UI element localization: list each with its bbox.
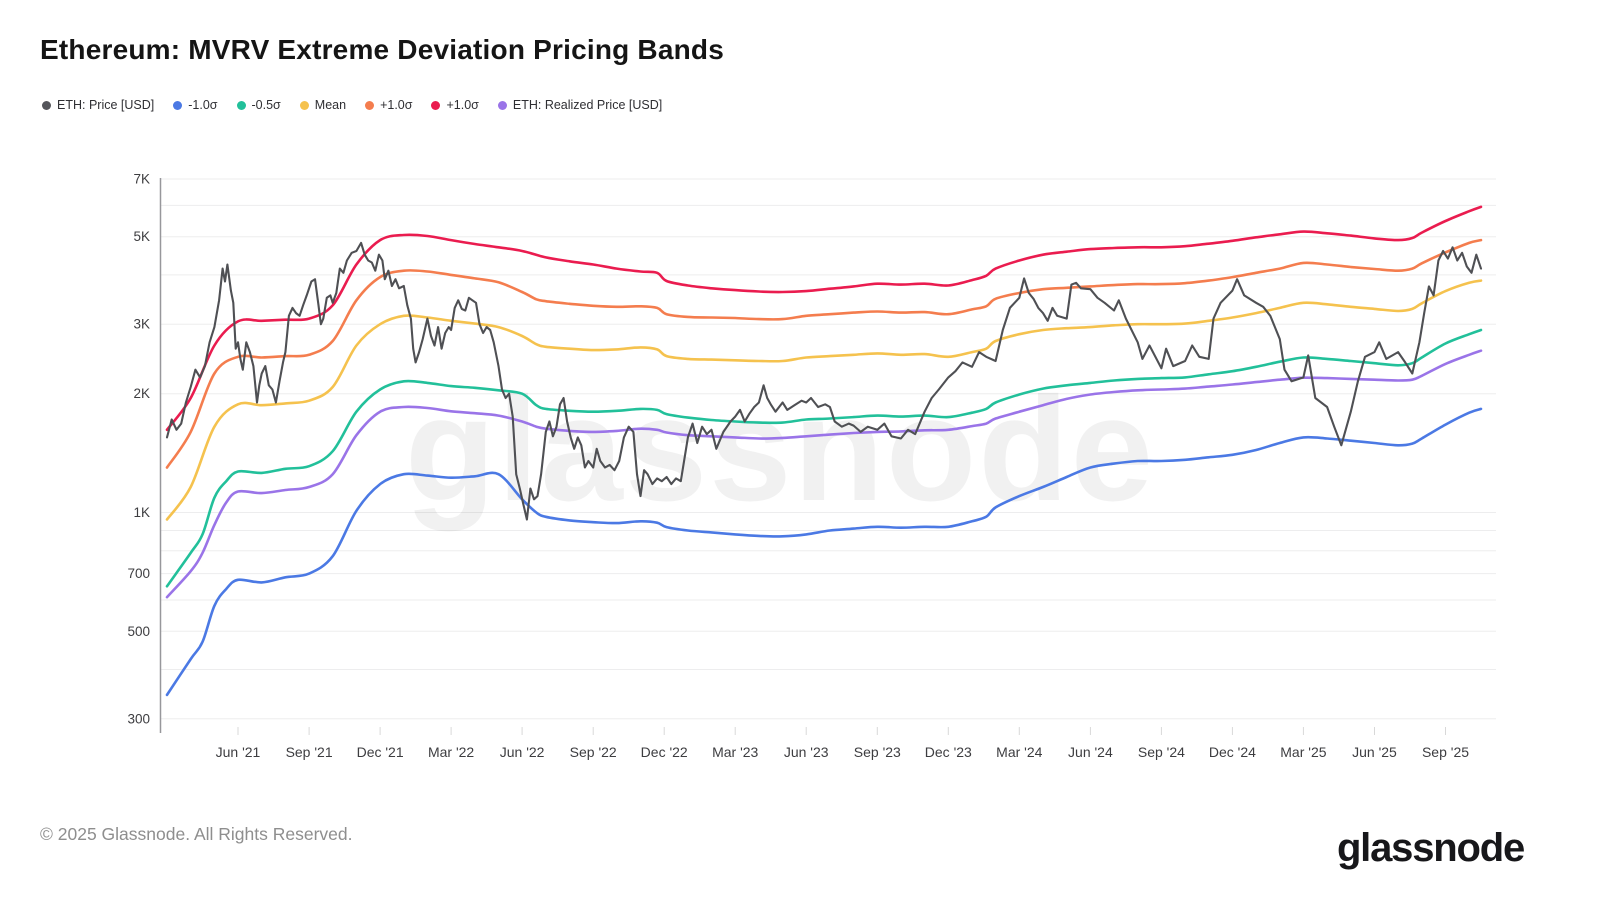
legend-dot-plus-1-sigma-upper [431, 100, 441, 110]
y-tick-label-7K: 7K [133, 172, 150, 187]
legend-dot-minus-1-sigma [173, 100, 183, 110]
x-tick-label: Dec '21 [357, 744, 404, 760]
legend-dot-mean [299, 100, 309, 110]
x-tick-label: Mar '25 [1280, 744, 1326, 760]
page-title: Ethereum: MVRV Extreme Deviation Pricing… [40, 34, 724, 65]
series-line-eth-price [165, 241, 1483, 521]
y-tick-label-500: 500 [127, 624, 150, 639]
watermark-text: glassnode [405, 367, 1155, 532]
x-tick-label: Mar '23 [712, 744, 758, 760]
y-tick-label-2K: 2K [133, 386, 150, 401]
x-tick-label: Jun '22 [500, 744, 545, 760]
x-tick-label: Jun '21 [216, 744, 261, 760]
legend-item-plus-1-sigma-upper[interactable]: +1.0σ [431, 98, 479, 112]
legend-item-minus-0-5-sigma[interactable]: -0.5σ [236, 98, 281, 112]
y-tick-label-3K: 3K [133, 317, 150, 332]
copyright-text: © 2025 Glassnode. All Rights Reserved. [40, 824, 353, 844]
series-line-minus-0-5-sigma [165, 328, 1483, 588]
y-tick-label-300: 300 [127, 711, 150, 726]
series-line-plus-1-sigma-upper [165, 205, 1483, 432]
legend-item-plus-1-sigma[interactable]: +1.0σ [365, 98, 412, 112]
y-tick-label-5K: 5K [133, 229, 150, 244]
legend-label-eth-price: ETH: Price [USD] [57, 98, 155, 112]
legend-label-plus-1-sigma-upper: +1.0σ [446, 98, 479, 112]
glassnode-logo: glassnode [1336, 826, 1525, 870]
x-tick-label: Jun '25 [1352, 744, 1397, 760]
x-tick-label: Sep '21 [286, 744, 333, 760]
legend-label-minus-0-5-sigma: -0.5σ [251, 98, 281, 112]
legend-item-mean[interactable]: Mean [299, 98, 347, 112]
x-tick-label: Sep '24 [1138, 744, 1185, 760]
legend-item-eth-realized-price[interactable]: ETH: Realized Price [USD] [497, 98, 663, 112]
series-line-eth-realized-price [165, 349, 1483, 599]
x-tick-label: Jun '24 [1068, 744, 1113, 760]
legend-item-eth-price[interactable]: ETH: Price [USD] [42, 98, 154, 112]
legend-dot-eth-realized-price [497, 100, 507, 110]
series-line-mean [165, 279, 1483, 521]
x-tick-label: Mar '22 [428, 744, 474, 760]
legend-item-minus-1-sigma[interactable]: -1.0σ [173, 98, 218, 112]
y-tick-label-700: 700 [127, 566, 150, 581]
legend-label-mean: Mean [314, 98, 347, 112]
x-tick-label: Sep '22 [570, 744, 617, 760]
x-tick-label: Dec '22 [641, 744, 688, 760]
x-tick-label: Dec '23 [925, 744, 972, 760]
series-line-plus-1-sigma [165, 238, 1483, 469]
y-tick-labels: 7K 5K 3K 2K 1K 700 500 300 [127, 172, 150, 727]
x-tick-label: Jun '23 [784, 744, 829, 760]
x-tick-label: Sep '23 [854, 744, 901, 760]
x-tick-labels: Jun '21 Sep '21 Dec '21 Mar '22 Jun '22 Sep '… [216, 727, 1469, 760]
legend-label-eth-realized-price: ETH: Realized Price [USD] [512, 98, 663, 112]
legend-dot-eth-price [42, 100, 51, 110]
x-tick-label: Dec '24 [1209, 744, 1256, 760]
chart-legend: ETH: Price [USD] -1.0σ -0.5σ Mean +1.0σ +1.0σ… [42, 98, 662, 112]
legend-label-plus-1-sigma: +1.0σ [380, 98, 413, 112]
legend-dot-plus-1-sigma [365, 100, 375, 110]
y-gridlines [160, 178, 1496, 720]
x-tick-label: Sep '25 [1422, 744, 1469, 760]
legend-dot-minus-0-5-sigma [236, 100, 246, 110]
y-tick-label-1K: 1K [133, 505, 150, 520]
x-tick-label: Mar '24 [996, 744, 1042, 760]
series-line-minus-1-sigma [165, 407, 1483, 697]
legend-label-minus-1-sigma: -1.0σ [188, 98, 218, 112]
